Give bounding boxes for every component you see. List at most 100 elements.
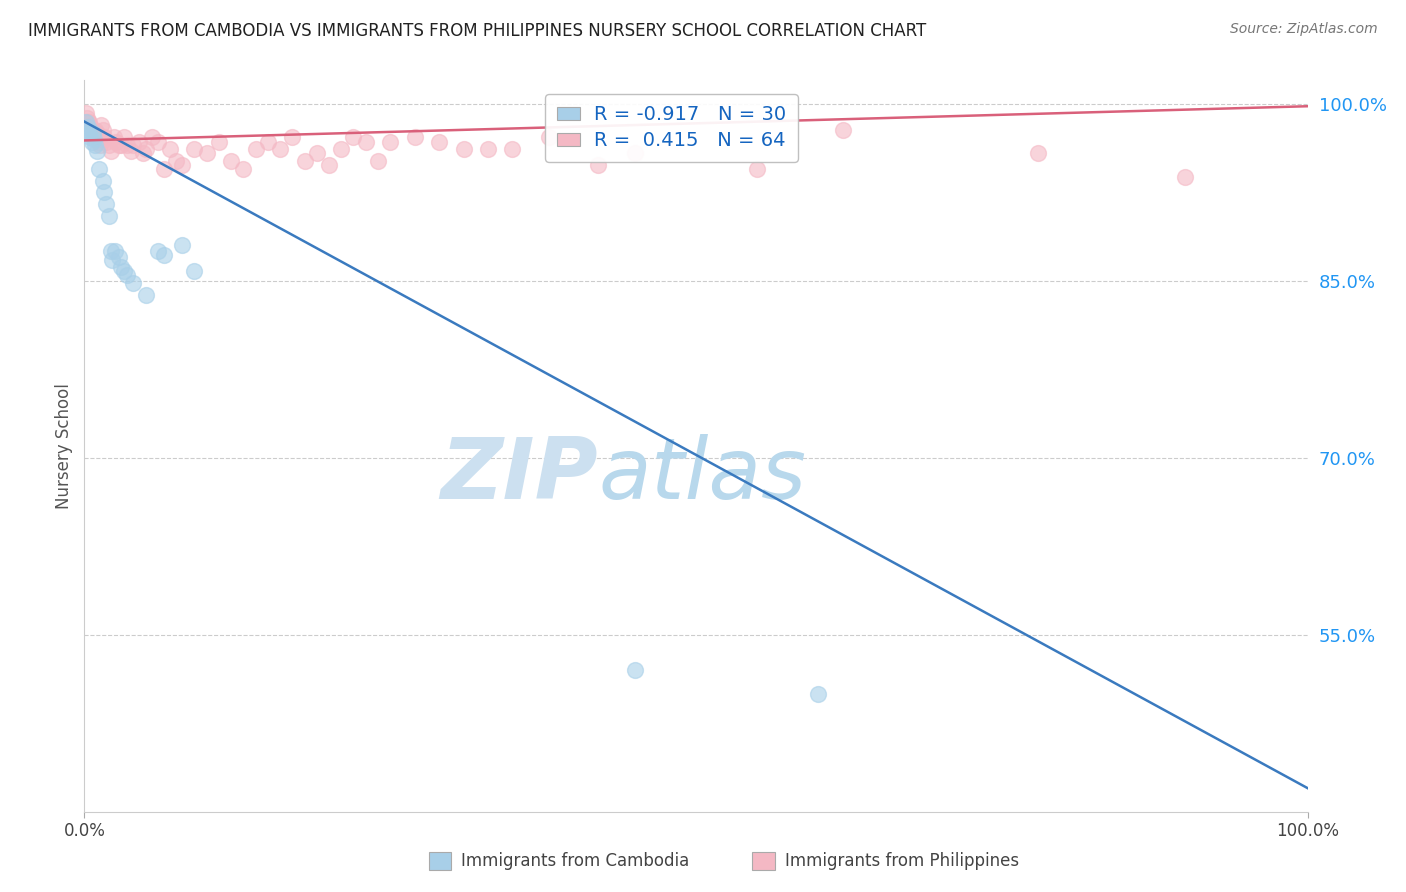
Legend: R = -0.917   N = 30, R =  0.415   N = 64: R = -0.917 N = 30, R = 0.415 N = 64	[546, 94, 797, 161]
Point	[103, 129, 125, 144]
Y-axis label: Nursery School: Nursery School	[55, 383, 73, 509]
Point	[1028, 146, 1050, 161]
Point	[128, 135, 150, 149]
Point	[135, 142, 157, 156]
Point	[80, 123, 103, 137]
Point	[146, 135, 169, 149]
Point	[318, 158, 340, 172]
Point	[110, 138, 132, 153]
Point	[831, 123, 853, 137]
Point	[80, 135, 103, 149]
Point	[101, 252, 124, 267]
Point	[538, 129, 561, 144]
Point	[83, 129, 105, 144]
Text: Immigrants from Philippines: Immigrants from Philippines	[785, 852, 1019, 870]
Point	[747, 161, 769, 176]
Point	[281, 129, 304, 144]
Point	[172, 238, 194, 252]
Point	[624, 663, 647, 677]
Point	[110, 260, 132, 274]
Point	[76, 111, 98, 125]
Point	[82, 127, 104, 141]
Point	[112, 129, 135, 144]
Point	[195, 146, 218, 161]
Text: Immigrants from Cambodia: Immigrants from Cambodia	[461, 852, 689, 870]
Point	[380, 135, 402, 149]
Point	[586, 158, 609, 172]
Point	[153, 161, 176, 176]
Point	[77, 114, 100, 128]
Point	[354, 135, 377, 149]
Point	[105, 135, 128, 149]
Point	[153, 248, 176, 262]
Point	[79, 120, 101, 135]
Point	[107, 138, 129, 153]
Point	[93, 129, 115, 144]
Point	[76, 123, 98, 137]
Point	[87, 132, 110, 146]
Point	[269, 142, 291, 156]
Point	[146, 244, 169, 259]
Point	[624, 146, 647, 161]
Point	[77, 127, 100, 141]
Point	[79, 129, 101, 144]
Point	[84, 123, 107, 137]
Point	[245, 142, 267, 156]
Point	[77, 120, 100, 135]
Point	[219, 153, 242, 168]
Point	[165, 153, 187, 168]
Point	[82, 127, 104, 141]
Point	[122, 138, 145, 153]
Point	[132, 146, 155, 161]
Point	[427, 135, 450, 149]
Point	[75, 114, 97, 128]
Point	[104, 244, 127, 259]
Text: atlas: atlas	[598, 434, 806, 516]
Point	[91, 123, 114, 137]
Point	[232, 161, 254, 176]
Point	[305, 146, 328, 161]
Point	[330, 142, 353, 156]
Point	[257, 135, 280, 149]
Point	[502, 142, 524, 156]
Point	[97, 209, 120, 223]
Point	[84, 138, 107, 153]
Point	[172, 158, 194, 172]
Point	[87, 161, 110, 176]
Point	[477, 142, 499, 156]
Point	[100, 244, 122, 259]
Text: ZIP: ZIP	[440, 434, 598, 516]
Point	[93, 186, 115, 200]
Point	[96, 135, 118, 149]
Text: IMMIGRANTS FROM CAMBODIA VS IMMIGRANTS FROM PHILIPPINES NURSERY SCHOOL CORRELATI: IMMIGRANTS FROM CAMBODIA VS IMMIGRANTS F…	[28, 22, 927, 40]
Point	[107, 250, 129, 264]
Point	[83, 132, 105, 146]
Point	[100, 144, 122, 158]
Point	[97, 138, 120, 153]
Point	[342, 129, 364, 144]
Point	[120, 144, 142, 158]
Point	[91, 173, 114, 187]
Point	[183, 142, 205, 156]
Point	[90, 118, 112, 132]
Point	[86, 144, 108, 158]
Point	[453, 142, 475, 156]
Point	[89, 138, 111, 153]
Point	[1174, 169, 1197, 184]
Point	[141, 129, 163, 144]
Point	[86, 127, 108, 141]
Point	[367, 153, 389, 168]
Point	[96, 197, 118, 211]
Point	[807, 687, 830, 701]
Point	[208, 135, 231, 149]
Point	[77, 114, 100, 128]
Point	[404, 129, 426, 144]
Point	[183, 264, 205, 278]
Text: Source: ZipAtlas.com: Source: ZipAtlas.com	[1230, 22, 1378, 37]
Point	[75, 106, 97, 120]
Point	[122, 276, 145, 290]
Point	[115, 268, 138, 282]
Point	[159, 142, 181, 156]
Point	[135, 288, 157, 302]
Point	[87, 135, 110, 149]
